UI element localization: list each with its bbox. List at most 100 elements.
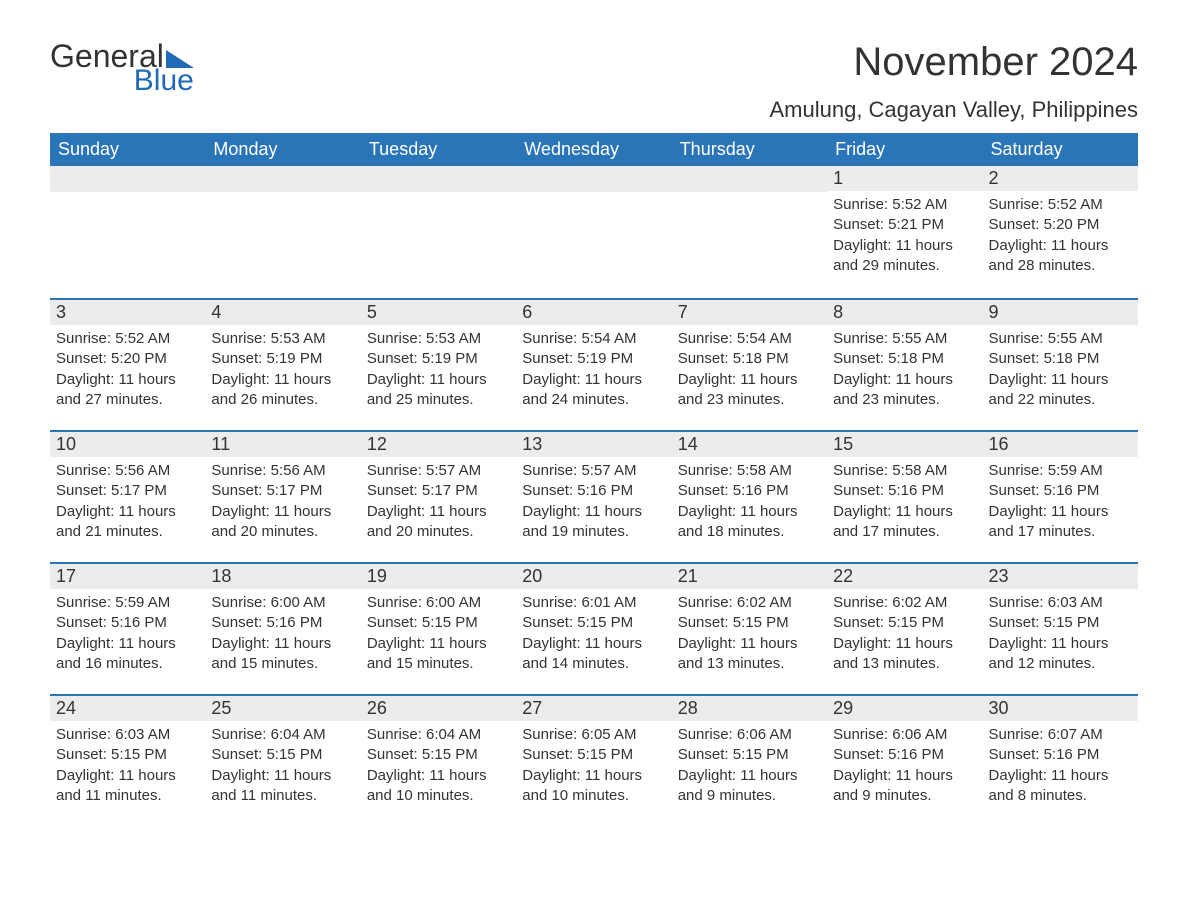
day-cell: 21Sunrise: 6:02 AMSunset: 5:15 PMDayligh… [672,562,827,682]
day-day2: and 24 minutes. [522,390,665,410]
day-day2: and 26 minutes. [211,390,354,410]
day-cell: 20Sunrise: 6:01 AMSunset: 5:15 PMDayligh… [516,562,671,682]
day-sunrise: Sunrise: 5:55 AM [989,329,1132,349]
day-day1: Daylight: 11 hours [211,766,354,786]
day-content: Sunrise: 6:00 AMSunset: 5:15 PMDaylight:… [361,589,516,678]
day-header: Sunday [50,133,205,166]
day-day1: Daylight: 11 hours [367,370,510,390]
day-day1: Daylight: 11 hours [678,370,821,390]
day-day1: Daylight: 11 hours [833,634,976,654]
day-cell: 12Sunrise: 5:57 AMSunset: 5:17 PMDayligh… [361,430,516,550]
day-cell [672,166,827,286]
day-sunset: Sunset: 5:16 PM [678,481,821,501]
day-number: 18 [205,562,360,589]
day-content: Sunrise: 5:58 AMSunset: 5:16 PMDaylight:… [827,457,982,546]
day-header: Friday [827,133,982,166]
day-day1: Daylight: 11 hours [678,634,821,654]
day-number: 16 [983,430,1138,457]
day-day2: and 17 minutes. [989,522,1132,542]
day-sunset: Sunset: 5:17 PM [56,481,199,501]
day-cell: 6Sunrise: 5:54 AMSunset: 5:19 PMDaylight… [516,298,671,418]
day-cell: 23Sunrise: 6:03 AMSunset: 5:15 PMDayligh… [983,562,1138,682]
day-cell: 5Sunrise: 5:53 AMSunset: 5:19 PMDaylight… [361,298,516,418]
day-content: Sunrise: 6:02 AMSunset: 5:15 PMDaylight:… [672,589,827,678]
day-day2: and 18 minutes. [678,522,821,542]
day-cell [50,166,205,286]
day-sunset: Sunset: 5:15 PM [367,613,510,633]
day-sunrise: Sunrise: 5:55 AM [833,329,976,349]
day-sunrise: Sunrise: 5:56 AM [211,461,354,481]
day-sunset: Sunset: 5:17 PM [211,481,354,501]
day-content: Sunrise: 5:55 AMSunset: 5:18 PMDaylight:… [827,325,982,414]
day-number: 14 [672,430,827,457]
day-day1: Daylight: 11 hours [522,502,665,522]
day-cell: 7Sunrise: 5:54 AMSunset: 5:18 PMDaylight… [672,298,827,418]
blank-day-bar [50,166,205,192]
day-day2: and 10 minutes. [522,786,665,806]
day-content: Sunrise: 6:06 AMSunset: 5:15 PMDaylight:… [672,721,827,810]
day-day1: Daylight: 11 hours [989,634,1132,654]
day-cell: 17Sunrise: 5:59 AMSunset: 5:16 PMDayligh… [50,562,205,682]
logo: General Blue [50,40,194,96]
day-cell: 22Sunrise: 6:02 AMSunset: 5:15 PMDayligh… [827,562,982,682]
day-number: 13 [516,430,671,457]
day-day2: and 27 minutes. [56,390,199,410]
day-content: Sunrise: 6:04 AMSunset: 5:15 PMDaylight:… [361,721,516,810]
day-day2: and 25 minutes. [367,390,510,410]
day-content: Sunrise: 5:57 AMSunset: 5:16 PMDaylight:… [516,457,671,546]
day-number: 20 [516,562,671,589]
day-cell: 26Sunrise: 6:04 AMSunset: 5:15 PMDayligh… [361,694,516,814]
day-day1: Daylight: 11 hours [367,766,510,786]
day-day2: and 10 minutes. [367,786,510,806]
day-day1: Daylight: 11 hours [522,766,665,786]
day-sunset: Sunset: 5:19 PM [367,349,510,369]
day-sunset: Sunset: 5:16 PM [833,745,976,765]
day-number: 30 [983,694,1138,721]
day-day2: and 23 minutes. [678,390,821,410]
day-number: 8 [827,298,982,325]
day-sunset: Sunset: 5:15 PM [522,745,665,765]
week-row: 3Sunrise: 5:52 AMSunset: 5:20 PMDaylight… [50,298,1138,418]
day-sunrise: Sunrise: 5:52 AM [989,195,1132,215]
day-content: Sunrise: 5:54 AMSunset: 5:19 PMDaylight:… [516,325,671,414]
day-content: Sunrise: 5:52 AMSunset: 5:20 PMDaylight:… [983,191,1138,280]
day-cell: 19Sunrise: 6:00 AMSunset: 5:15 PMDayligh… [361,562,516,682]
day-sunrise: Sunrise: 5:58 AM [833,461,976,481]
day-header: Thursday [672,133,827,166]
day-number: 1 [827,166,982,191]
day-sunset: Sunset: 5:20 PM [989,215,1132,235]
day-day2: and 11 minutes. [56,786,199,806]
month-title: November 2024 [769,40,1138,85]
day-cell: 1Sunrise: 5:52 AMSunset: 5:21 PMDaylight… [827,166,982,286]
day-header: Saturday [983,133,1138,166]
day-sunrise: Sunrise: 5:52 AM [833,195,976,215]
day-content: Sunrise: 5:56 AMSunset: 5:17 PMDaylight:… [50,457,205,546]
day-sunrise: Sunrise: 5:58 AM [678,461,821,481]
day-day1: Daylight: 11 hours [56,766,199,786]
day-day2: and 9 minutes. [833,786,976,806]
day-header: Monday [205,133,360,166]
day-cell: 4Sunrise: 5:53 AMSunset: 5:19 PMDaylight… [205,298,360,418]
day-number: 6 [516,298,671,325]
day-number: 10 [50,430,205,457]
day-cell: 3Sunrise: 5:52 AMSunset: 5:20 PMDaylight… [50,298,205,418]
day-content: Sunrise: 6:00 AMSunset: 5:16 PMDaylight:… [205,589,360,678]
day-day2: and 23 minutes. [833,390,976,410]
week-row: 10Sunrise: 5:56 AMSunset: 5:17 PMDayligh… [50,430,1138,550]
day-number: 15 [827,430,982,457]
day-sunset: Sunset: 5:16 PM [989,481,1132,501]
blank-day-bar [361,166,516,192]
day-content: Sunrise: 6:02 AMSunset: 5:15 PMDaylight:… [827,589,982,678]
day-day1: Daylight: 11 hours [211,502,354,522]
day-sunrise: Sunrise: 6:00 AM [367,593,510,613]
week-row: 1Sunrise: 5:52 AMSunset: 5:21 PMDaylight… [50,166,1138,286]
day-day1: Daylight: 11 hours [522,370,665,390]
day-day1: Daylight: 11 hours [989,766,1132,786]
day-number: 24 [50,694,205,721]
day-day2: and 8 minutes. [989,786,1132,806]
day-sunset: Sunset: 5:16 PM [211,613,354,633]
day-sunrise: Sunrise: 6:03 AM [56,725,199,745]
day-content: Sunrise: 6:04 AMSunset: 5:15 PMDaylight:… [205,721,360,810]
day-cell: 27Sunrise: 6:05 AMSunset: 5:15 PMDayligh… [516,694,671,814]
day-sunrise: Sunrise: 5:59 AM [56,593,199,613]
